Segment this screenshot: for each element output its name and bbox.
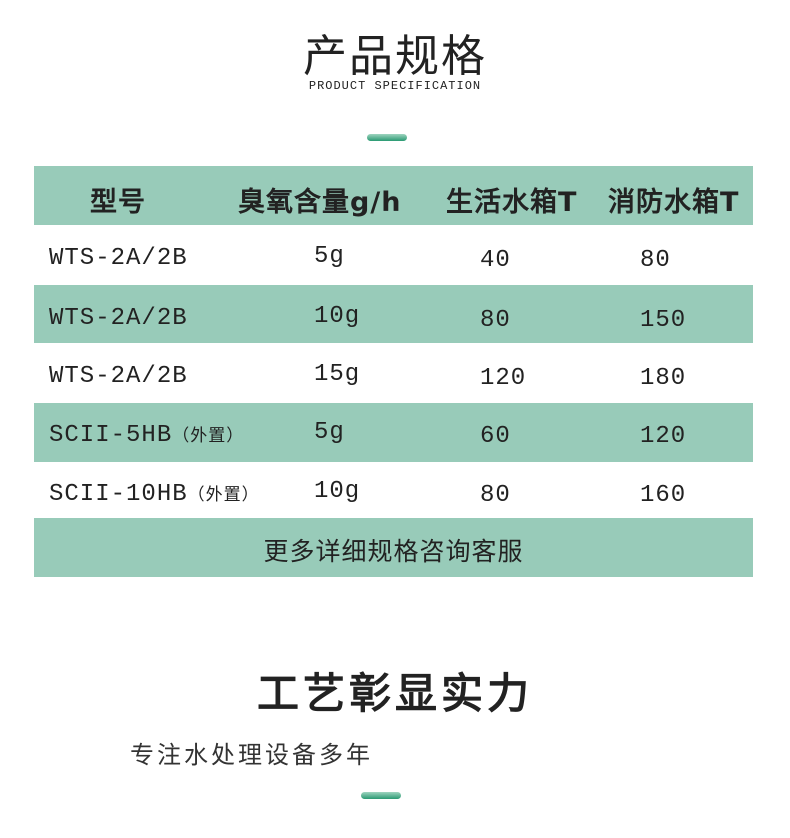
cell-domestic: 40 xyxy=(480,247,511,274)
header-ozone: 臭氧含量g/h xyxy=(238,187,402,218)
cell-domestic: 80 xyxy=(480,307,511,334)
cell-ozone: 10g xyxy=(314,478,361,505)
divider xyxy=(367,134,407,141)
cell-fire: 80 xyxy=(640,247,671,274)
table-header: 型号 臭氧含量g/h 生活水箱T 消防水箱T xyxy=(34,166,753,225)
cell-fire: 180 xyxy=(640,365,687,392)
header-model: 型号 xyxy=(90,187,146,218)
section2-subtitle: 专注水处理设备多年 xyxy=(130,741,373,769)
table-row: SCII-5HB（外置） 5g 60 120 xyxy=(34,403,753,462)
cell-model: WTS-2A/2B xyxy=(49,245,188,272)
section-subtitle: PRODUCT SPECIFICATION xyxy=(308,79,482,93)
cell-domestic: 120 xyxy=(480,365,527,392)
header-domestic: 生活水箱T xyxy=(446,187,578,218)
cell-fire: 150 xyxy=(640,307,687,334)
cell-ozone: 5g xyxy=(314,243,345,270)
cell-model: SCII-5HB（外置） xyxy=(49,422,245,449)
cell-domestic: 60 xyxy=(480,423,511,450)
more-specs-banner[interactable]: 更多详细规格咨询客服 xyxy=(34,518,753,577)
more-specs-text: 更多详细规格咨询客服 xyxy=(263,537,524,566)
divider-2 xyxy=(361,792,401,799)
cell-model: WTS-2A/2B xyxy=(49,363,188,390)
section-title: 产品规格 xyxy=(303,31,487,82)
cell-ozone: 15g xyxy=(314,361,361,388)
cell-ozone: 10g xyxy=(314,303,361,330)
cell-model: SCII-10HB（外置） xyxy=(49,481,260,508)
table-row: WTS-2A/2B 5g 40 80 xyxy=(34,225,753,285)
cell-domestic: 80 xyxy=(480,482,511,509)
header-fire: 消防水箱T xyxy=(608,187,740,218)
section2-title: 工艺彰显实力 xyxy=(256,669,533,718)
cell-fire: 120 xyxy=(640,423,687,450)
cell-fire: 160 xyxy=(640,482,687,509)
cell-model: WTS-2A/2B xyxy=(49,305,188,332)
table-row: WTS-2A/2B 15g 120 180 xyxy=(34,343,753,403)
table-row: WTS-2A/2B 10g 80 150 xyxy=(34,285,753,343)
table-row: SCII-10HB（外置） 10g 80 160 xyxy=(34,462,753,518)
cell-ozone: 5g xyxy=(314,419,345,446)
